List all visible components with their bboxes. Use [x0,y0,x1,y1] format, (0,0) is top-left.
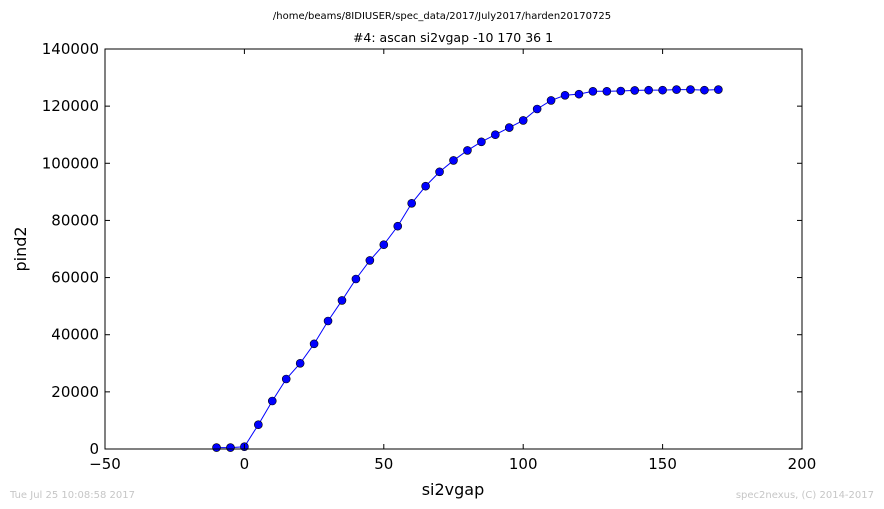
data-point [435,167,444,177]
y-tick-label: 80000 [51,211,99,229]
plot-area [212,85,723,452]
data-point [616,86,626,96]
data-point [254,420,263,430]
data-point [212,443,221,452]
data-point [574,89,584,99]
data-point [309,339,319,349]
data-point [504,123,514,132]
data-point [602,86,612,96]
x-tick-label: 0 [240,455,250,473]
y-tick-label: 60000 [51,269,99,287]
data-point [630,86,640,95]
data-point [700,85,709,95]
data-point [658,85,667,95]
x-tick-label: 100 [509,455,538,473]
data-point [672,85,681,94]
data-point [337,296,347,305]
data-point [393,221,403,231]
data-point [323,316,333,326]
y-tick-label: 140000 [42,40,99,58]
data-point [267,396,277,406]
footer-credit: spec2nexus, (C) 2014-2017 [735,490,874,501]
y-axis: 0 20000 40000 60000 80000 100000 120000 140000 [42,40,802,458]
data-point [351,274,361,284]
y-tick-label: 120000 [42,97,99,115]
data-point [560,90,570,100]
y-tick-label: 20000 [51,383,99,401]
data-point [686,85,695,94]
y-tick-label: 40000 [51,326,99,344]
data-point [407,198,416,208]
x-tick-label: −50 [89,455,121,473]
chart-title: #4: ascan si2vgap -10 170 36 1 [353,30,553,45]
x-axis: −50 0 50 100 150 200 [89,49,816,473]
data-point [226,443,235,452]
x-tick-label: 200 [788,455,817,473]
data-point [379,240,389,250]
data-point [714,85,723,94]
data-point [463,146,472,155]
data-point [518,116,528,125]
y-tick-label: 0 [89,440,99,458]
data-point [421,181,430,191]
data-point [295,358,305,368]
x-tick-label: 150 [648,455,677,473]
data-point [281,374,291,384]
y-axis-label: pind2 [11,226,30,271]
plot-frame [104,48,803,450]
y-tick-label: 100000 [42,154,99,172]
series-line [216,89,719,449]
x-axis-label: si2vgap [422,480,485,499]
x-tick-label: 50 [374,455,393,473]
data-point [491,130,500,140]
file-path-header: /home/beams/8IDIUSER/spec_data/2017/July… [273,11,611,22]
data-point [644,85,653,95]
footer-timestamp: Tue Jul 25 10:08:58 2017 [10,490,135,501]
data-point [588,86,598,96]
data-point [546,96,556,105]
data-point [449,156,458,165]
data-point [532,104,542,114]
data-point [477,137,486,147]
data-point [365,256,375,265]
